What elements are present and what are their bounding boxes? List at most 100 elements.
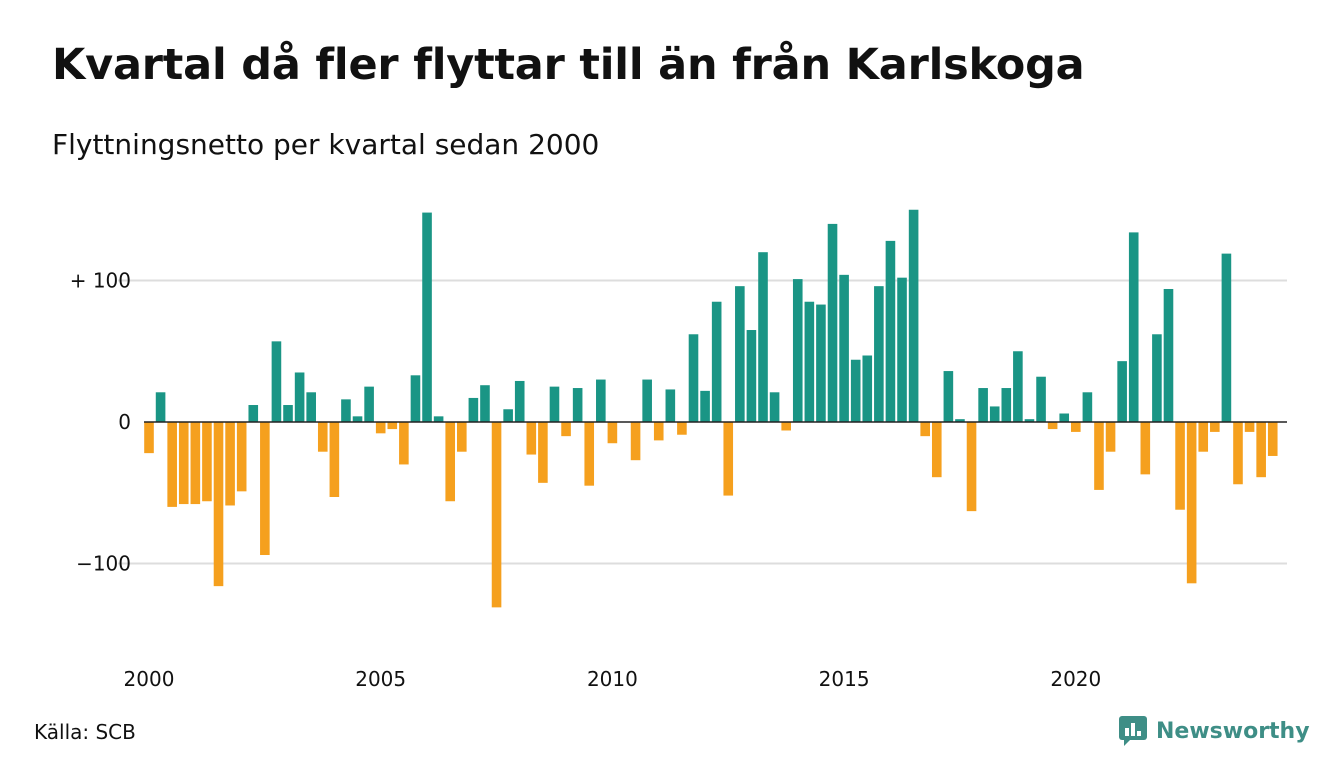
bar	[642, 379, 652, 422]
bar	[1059, 413, 1070, 422]
bar	[294, 372, 305, 422]
bar	[1105, 422, 1116, 452]
bar	[236, 422, 247, 492]
bar	[178, 422, 189, 505]
bar	[155, 392, 166, 422]
bar	[874, 286, 884, 422]
bar	[1094, 422, 1104, 490]
bar	[885, 240, 896, 422]
bar	[329, 422, 340, 497]
bar	[457, 422, 467, 452]
bar	[630, 422, 641, 461]
bar	[711, 301, 722, 423]
bar	[422, 212, 432, 422]
x-tick-label: 2005	[355, 667, 406, 691]
x-tick-label: 2020	[1050, 667, 1101, 691]
bar	[862, 355, 873, 422]
bar	[596, 379, 606, 422]
bar	[248, 405, 259, 422]
bar	[399, 422, 409, 465]
source-note: Källa: SCB	[34, 720, 136, 744]
bar	[943, 371, 954, 422]
bar-chart: + 100 0 −100 2000 2005 2010 2015 2020	[70, 209, 1287, 691]
bar	[225, 422, 235, 506]
y-tick-label: −100	[76, 552, 131, 576]
y-tick-label: 0	[118, 410, 131, 434]
bar	[1047, 422, 1058, 430]
bar	[538, 422, 548, 483]
bar	[700, 390, 710, 422]
bar	[804, 301, 815, 423]
bar	[410, 375, 421, 423]
bar	[1221, 253, 1232, 422]
bar	[931, 422, 942, 478]
bar	[317, 422, 328, 452]
bar	[966, 422, 977, 512]
bar	[1117, 361, 1127, 422]
bar	[271, 341, 282, 423]
bar	[723, 422, 734, 496]
bar	[1128, 232, 1139, 422]
bar	[260, 422, 270, 556]
bar	[1244, 422, 1255, 432]
bar	[653, 422, 664, 441]
bar	[375, 422, 386, 434]
bar	[1256, 422, 1266, 478]
brand-name: Newsworthy	[1156, 718, 1310, 744]
bar	[1152, 334, 1162, 422]
bar	[769, 392, 780, 422]
bar	[1186, 422, 1197, 584]
bar	[1163, 288, 1174, 422]
bar	[781, 422, 791, 431]
bar	[468, 397, 479, 422]
newsworthy-brand: Newsworthy	[1118, 715, 1310, 747]
bar	[746, 330, 757, 422]
bar	[202, 422, 212, 502]
bar	[978, 388, 988, 422]
bar	[144, 422, 154, 454]
bar	[306, 392, 316, 422]
bar	[526, 422, 537, 455]
bar	[190, 422, 201, 505]
bar	[213, 422, 224, 587]
bar	[584, 422, 595, 486]
bar	[1036, 376, 1046, 422]
bar	[897, 277, 907, 422]
bar	[341, 399, 351, 422]
x-tick-label: 2015	[819, 667, 870, 691]
bar	[561, 422, 571, 437]
bar	[572, 388, 583, 422]
bar	[364, 386, 374, 423]
bar	[839, 274, 849, 422]
bar	[1267, 422, 1278, 456]
newsworthy-logo-icon	[1119, 716, 1147, 746]
bar	[1013, 351, 1023, 422]
y-tick-label: + 100	[70, 269, 131, 293]
bar	[816, 304, 826, 423]
bar	[1175, 422, 1185, 510]
bar	[758, 252, 768, 422]
bar	[433, 416, 444, 422]
bar	[1024, 419, 1035, 422]
bar	[955, 419, 965, 422]
bar	[735, 286, 745, 422]
bar	[1140, 422, 1151, 475]
bar	[1001, 388, 1012, 422]
x-tick-label: 2010	[587, 667, 638, 691]
x-tick-label: 2000	[124, 667, 175, 691]
bar	[167, 422, 177, 507]
chart-title: Kvartal då fler flyttar till än från Kar…	[52, 40, 1085, 90]
bar	[283, 405, 293, 422]
bar	[387, 422, 398, 430]
bar	[688, 334, 699, 422]
bar	[1082, 392, 1093, 422]
bar	[677, 422, 687, 435]
bar	[491, 422, 502, 608]
bar	[480, 385, 490, 422]
bar	[1210, 422, 1220, 432]
bar	[514, 380, 525, 422]
bar	[445, 422, 456, 502]
bar	[792, 279, 803, 422]
bar	[503, 409, 513, 422]
bar	[1233, 422, 1243, 485]
